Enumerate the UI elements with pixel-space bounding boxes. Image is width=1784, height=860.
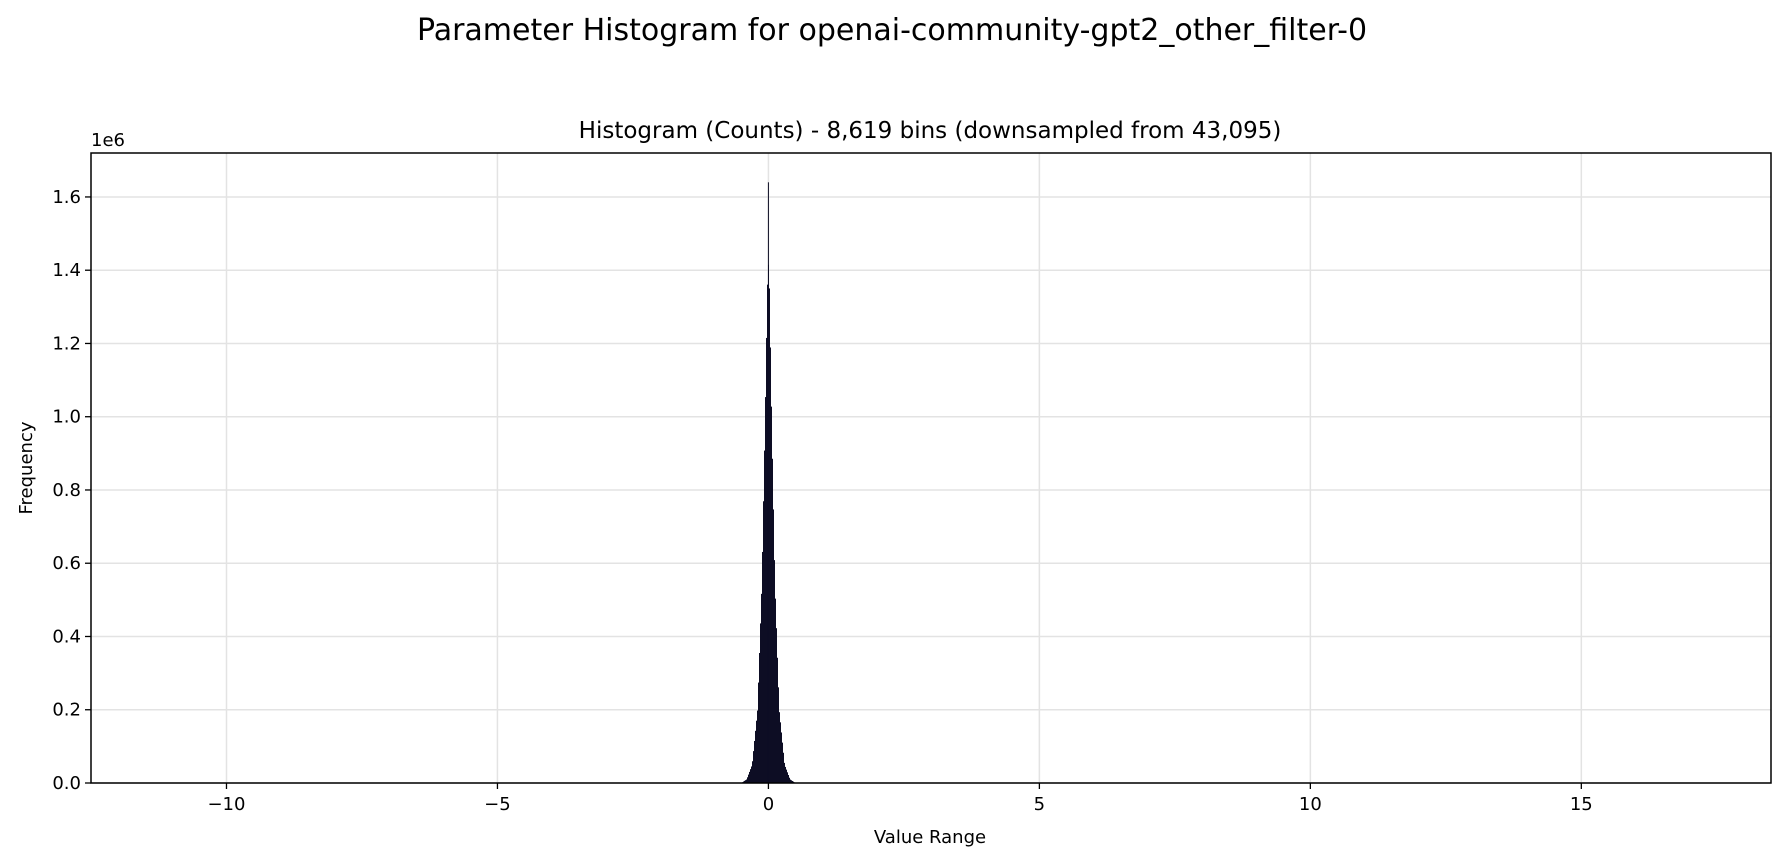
y-tick-label: 0.2 xyxy=(52,700,81,721)
histogram-bar xyxy=(748,774,749,783)
histogram-bar xyxy=(760,623,761,783)
histogram-bar xyxy=(750,769,751,783)
y-axis-ticks: 0.0 0.2 0.4 0.6 0.8 1.0 1.2 1.4 1.6 xyxy=(52,187,91,794)
grid-layer xyxy=(91,153,1771,784)
histogram-bar xyxy=(758,682,759,783)
histogram-bar xyxy=(785,766,786,783)
histogram-bar xyxy=(751,766,752,783)
histogram-bar xyxy=(779,712,780,783)
histogram-bar xyxy=(763,501,764,783)
histogram-bar xyxy=(789,777,790,783)
x-axis-label: Value Range xyxy=(874,827,986,848)
histogram-bar xyxy=(770,347,771,783)
histogram-bar xyxy=(764,450,765,783)
histogram-bar xyxy=(774,560,775,783)
y-tick-label: 0.4 xyxy=(52,626,81,647)
histogram-bar xyxy=(746,779,747,783)
histogram-bar xyxy=(762,551,763,783)
histogram-bar xyxy=(745,780,746,783)
x-tick-label: 5 xyxy=(1034,794,1045,815)
y-tick-label: 1.4 xyxy=(52,260,81,281)
y-tick-label: 0.0 xyxy=(52,773,81,794)
histogram-bar xyxy=(766,337,767,783)
histogram-bar xyxy=(772,458,773,783)
histogram-bars xyxy=(741,182,796,784)
histogram-bar xyxy=(782,742,783,783)
histogram-bar xyxy=(749,771,750,783)
histogram-bar xyxy=(788,775,789,783)
histogram-bar xyxy=(754,740,755,783)
histogram-bar xyxy=(759,652,760,783)
histogram-bar xyxy=(769,288,770,783)
histogram-bar xyxy=(744,780,745,783)
y-tick-label: 0.6 xyxy=(52,553,81,574)
histogram-bar xyxy=(787,772,788,783)
x-tick-label: 10 xyxy=(1299,794,1322,815)
histogram-bar xyxy=(775,598,776,783)
x-axis-ticks: −10 −5 0 5 10 15 xyxy=(207,783,1593,815)
histogram-bar xyxy=(776,628,777,783)
histogram-bar xyxy=(786,769,787,783)
histogram-bar xyxy=(752,761,753,783)
histogram-bar xyxy=(773,509,774,783)
x-tick-label: −10 xyxy=(207,794,245,815)
histogram-bar xyxy=(756,720,757,783)
histogram-bar xyxy=(767,284,768,783)
histogram-bar xyxy=(771,406,772,783)
histogram-bar xyxy=(761,593,762,783)
y-tick-label: 1.2 xyxy=(52,333,81,354)
histogram-bar xyxy=(791,780,792,783)
histogram-bar xyxy=(792,780,793,783)
histogram-bar xyxy=(765,397,766,783)
y-axis-label: Frequency xyxy=(16,421,37,514)
histogram-bar xyxy=(777,657,778,783)
histogram-bar xyxy=(747,777,748,783)
chart-suptitle: Parameter Histogram for openai-community… xyxy=(417,13,1367,48)
histogram-bar xyxy=(783,752,784,783)
x-tick-label: −5 xyxy=(484,794,511,815)
y-tick-label: 1.0 xyxy=(52,407,81,428)
x-tick-label: 0 xyxy=(763,794,774,815)
histogram-bar xyxy=(757,710,758,783)
histogram-bar xyxy=(778,687,779,783)
histogram-bar xyxy=(784,762,785,783)
histogram-bar xyxy=(790,779,791,783)
histogram-peak-bar xyxy=(767,182,769,784)
histogram-bar xyxy=(755,730,756,783)
x-tick-label: 15 xyxy=(1570,794,1593,815)
histogram-bar xyxy=(781,732,782,783)
y-tick-label: 0.8 xyxy=(52,480,81,501)
y-tick-label: 1.6 xyxy=(52,187,81,208)
histogram-bar xyxy=(780,722,781,783)
y-offset-label: 1e6 xyxy=(91,130,125,151)
histogram-bar xyxy=(753,751,754,783)
axes-frame xyxy=(90,152,1772,784)
chart-title: Histogram (Counts) - 8,619 bins (downsam… xyxy=(579,118,1282,144)
